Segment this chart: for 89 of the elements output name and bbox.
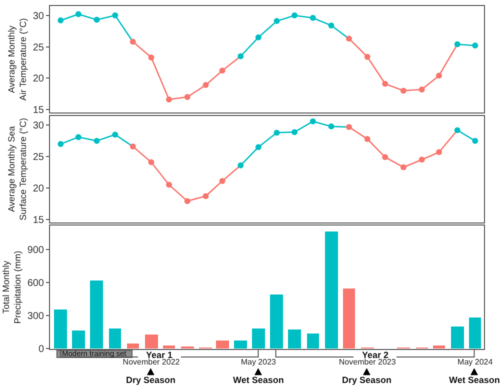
point	[58, 141, 64, 147]
bar	[54, 310, 67, 349]
bar	[343, 288, 355, 349]
y-tick-label: 0	[38, 344, 44, 355]
point	[184, 94, 190, 100]
point	[418, 86, 425, 92]
point	[382, 154, 388, 160]
point	[328, 22, 334, 28]
text: Dry Season	[342, 375, 392, 385]
point	[328, 123, 334, 130]
bar	[90, 280, 103, 349]
y-axis-title: Average Monthly Sea Surface Temperature (°C)	[6, 118, 28, 220]
point	[274, 130, 280, 136]
point	[310, 14, 316, 21]
point	[292, 12, 298, 18]
point	[94, 138, 100, 144]
text: Wet Season	[449, 375, 500, 385]
y-tick-label: 20	[32, 183, 44, 194]
text: Year 1	[146, 350, 173, 360]
point	[219, 178, 226, 184]
point	[148, 159, 154, 166]
point	[130, 144, 136, 150]
point	[166, 182, 172, 188]
point	[292, 129, 298, 136]
y-tick-label: 900	[27, 244, 44, 256]
bar	[469, 318, 481, 349]
point	[238, 53, 244, 60]
bar	[433, 346, 445, 349]
bar	[72, 330, 85, 349]
bar	[127, 344, 139, 349]
point	[112, 132, 118, 138]
point	[436, 149, 442, 156]
y-axis-title: Average Monthly Air Temperature (°C)	[6, 18, 28, 101]
bar	[325, 232, 338, 349]
x-tick-label: May 2024	[458, 358, 494, 367]
bar	[270, 294, 283, 349]
y-tick-label: 25	[32, 152, 44, 164]
point	[238, 162, 244, 168]
point	[364, 136, 370, 142]
y-tick-label: 15	[32, 105, 44, 116]
point	[346, 124, 352, 130]
point	[346, 36, 352, 42]
point	[418, 156, 425, 163]
point	[310, 118, 316, 124]
x-tick-label: May 2023	[240, 358, 277, 367]
y-tick-label: 30	[32, 10, 44, 22]
point	[454, 41, 460, 48]
point	[364, 54, 370, 60]
y-tick-label: 30	[32, 120, 44, 132]
point	[94, 16, 100, 23]
bar	[252, 328, 265, 349]
bar	[234, 340, 247, 349]
point	[75, 11, 82, 18]
x-tick-label: November 2022	[122, 358, 180, 367]
point	[202, 193, 209, 200]
point	[382, 80, 388, 87]
point	[166, 96, 172, 102]
point	[255, 144, 262, 150]
point	[472, 42, 478, 49]
point	[219, 68, 226, 74]
point	[112, 12, 118, 18]
point	[184, 198, 190, 204]
point	[58, 17, 64, 24]
y-axis-title: Total Monthly Precipitation (mm)	[0, 250, 23, 324]
bar	[216, 340, 229, 349]
bar	[288, 330, 301, 349]
x-tick-label: November 2023	[338, 358, 396, 367]
point	[75, 134, 82, 140]
y-tick-label: 600	[27, 278, 44, 289]
bar	[163, 346, 175, 349]
y-tick-label: 15	[32, 214, 44, 226]
bar	[451, 326, 464, 349]
bar	[307, 334, 319, 349]
y-tick-label: 25	[32, 42, 44, 54]
text: Dry Season	[126, 375, 176, 385]
point	[202, 82, 209, 88]
point	[148, 54, 154, 60]
point	[274, 18, 280, 24]
text: Year 2	[362, 350, 389, 360]
point	[400, 88, 406, 94]
y-tick-label: 300	[27, 310, 44, 322]
point	[400, 164, 406, 170]
bar	[109, 328, 121, 349]
bar	[145, 334, 158, 349]
y-tick-label: 20	[32, 74, 44, 85]
point	[130, 38, 136, 45]
point	[436, 72, 442, 79]
point	[255, 34, 262, 40]
text: Wet Season	[233, 375, 284, 385]
